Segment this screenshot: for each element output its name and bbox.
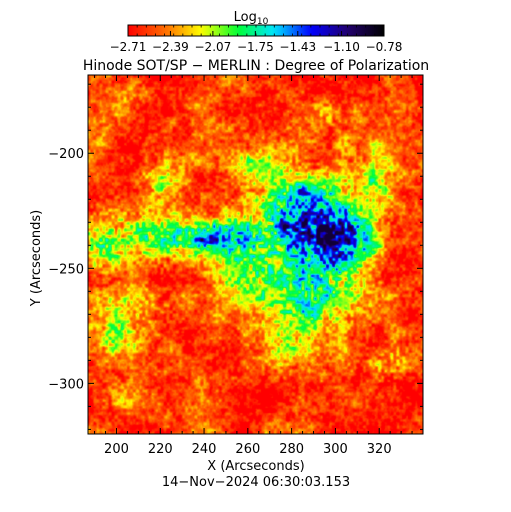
y-axis-label: Y (Arcseconds): [29, 210, 44, 307]
plot-frame: [87, 74, 424, 435]
timestamp: 14−Nov−2024 06:30:03.153: [162, 475, 350, 490]
y-tick-label: −200: [48, 147, 84, 162]
colorbar-tick-label: −0.78: [366, 40, 403, 54]
x-tick-label: 260: [235, 442, 260, 457]
colorbar-tick-label: −1.75: [237, 40, 274, 54]
x-tick-label: 320: [367, 442, 392, 457]
polarization-heatmap: [88, 75, 423, 434]
colorbar-tick-label: −2.71: [110, 40, 147, 54]
plot-area: [87, 74, 424, 435]
x-tick-label: 280: [279, 442, 304, 457]
colorbar-tick-label: −1.10: [323, 40, 360, 54]
y-tick-label: −250: [48, 262, 84, 277]
colorbar-tick-label: −2.39: [152, 40, 189, 54]
x-tick-label: 300: [323, 442, 348, 457]
colorbar-tick-label: −2.07: [195, 40, 232, 54]
colorbar-gradient: [128, 25, 384, 36]
x-tick-label: 240: [192, 442, 217, 457]
axes: 200 220 240 260 280 300 320 −200 −250 −300: [48, 75, 423, 457]
colorbar-title-subscript: 10: [257, 17, 269, 27]
x-axis-label: X (Arcseconds): [207, 459, 304, 474]
colorbar: [127, 24, 385, 37]
colorbar-tick-label: −1.43: [279, 40, 316, 54]
colorbar-title-base: Log: [234, 10, 257, 25]
chart-title: Hinode SOT/SP − MERLIN : Degree of Polar…: [83, 58, 429, 74]
x-tick-label: 200: [104, 442, 129, 457]
y-tick-label: −300: [48, 377, 84, 392]
colorbar-title: Log10: [234, 10, 269, 27]
x-tick-label: 220: [148, 442, 173, 457]
colorbar-tick-labels: −2.71 −2.39 −2.07 −1.75 −1.43 −1.10 −0.78: [110, 40, 403, 54]
